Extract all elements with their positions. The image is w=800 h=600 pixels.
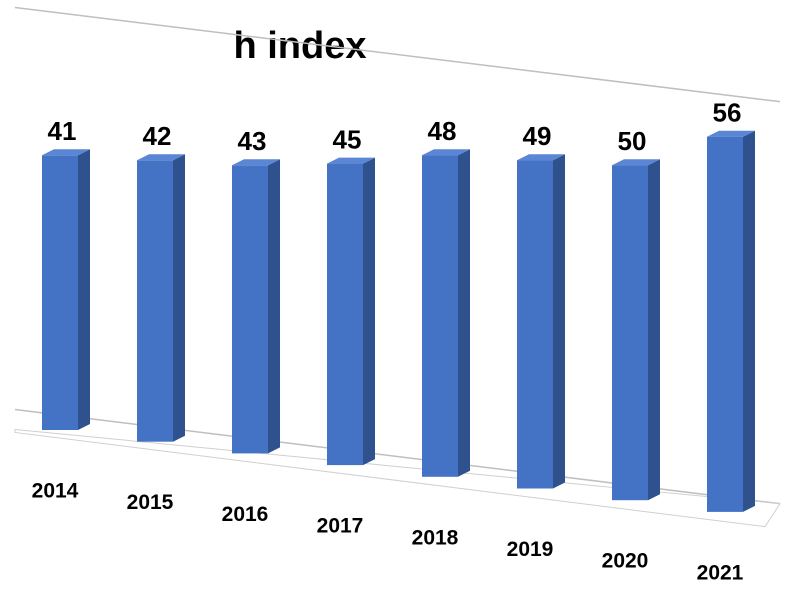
bar-top bbox=[137, 154, 185, 161]
bar bbox=[232, 165, 268, 454]
bar-group: 49 2019 bbox=[507, 121, 565, 561]
value-label: 41 bbox=[48, 116, 77, 146]
bar-group: 42 2015 bbox=[127, 121, 185, 514]
bar-side bbox=[648, 159, 660, 501]
value-label: 42 bbox=[143, 121, 172, 151]
bar bbox=[612, 165, 648, 501]
x-tick-label: 2016 bbox=[222, 503, 269, 526]
bar-side bbox=[743, 130, 755, 512]
bar-side bbox=[458, 149, 470, 477]
bar bbox=[137, 160, 173, 442]
bar-group: 48 2018 bbox=[412, 116, 470, 549]
grid-line bbox=[14, 6, 781, 103]
bar-group: 41 2014 bbox=[32, 116, 90, 503]
bar-side bbox=[363, 157, 375, 466]
bar bbox=[42, 155, 78, 431]
bar-group: 43 2016 bbox=[222, 126, 280, 526]
bar-top bbox=[232, 159, 280, 166]
x-tick-label: 2014 bbox=[32, 480, 79, 503]
bar-side bbox=[173, 154, 185, 442]
bar bbox=[707, 136, 743, 512]
value-label: 48 bbox=[428, 116, 457, 146]
x-tick-label: 2018 bbox=[412, 526, 459, 549]
value-label: 45 bbox=[333, 124, 362, 154]
bar-top bbox=[707, 130, 755, 137]
bar-side bbox=[268, 159, 280, 454]
value-label: 43 bbox=[238, 126, 267, 156]
bar bbox=[422, 155, 458, 477]
x-tick-label: 2019 bbox=[507, 538, 554, 561]
bar-top bbox=[517, 154, 565, 161]
bar-top bbox=[42, 149, 90, 156]
x-tick-label: 2020 bbox=[602, 550, 649, 573]
bar-top bbox=[327, 157, 375, 164]
value-label: 50 bbox=[618, 126, 647, 156]
bar-group: 45 2017 bbox=[317, 124, 375, 538]
bar-side bbox=[78, 149, 90, 431]
x-tick-label: 2015 bbox=[127, 491, 174, 514]
x-tick-label: 2021 bbox=[697, 561, 744, 584]
bar-top bbox=[422, 149, 470, 156]
bar-group: 50 2020 bbox=[602, 126, 660, 573]
grid bbox=[14, 6, 781, 528]
bar bbox=[517, 160, 553, 489]
bar-top bbox=[612, 159, 660, 166]
x-tick-label: 2017 bbox=[317, 515, 364, 538]
bar bbox=[327, 163, 363, 466]
grid-line bbox=[14, 408, 781, 505]
value-label: 49 bbox=[523, 121, 552, 151]
bar-group: 56 2021 bbox=[697, 98, 755, 584]
bar-side bbox=[553, 154, 565, 489]
value-label: 56 bbox=[713, 98, 742, 128]
chart-title: h index bbox=[233, 25, 366, 67]
